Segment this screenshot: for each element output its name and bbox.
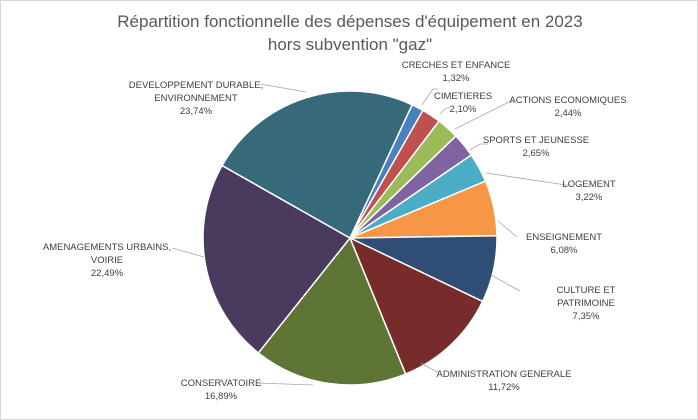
slice-value: 11,72%: [488, 382, 520, 393]
slice-value: 6,08%: [550, 245, 578, 256]
slice-name: CRECHES ET ENFANCE: [401, 60, 511, 71]
slice-value: 2,44%: [554, 108, 582, 119]
data-label: LOGEMENT 3,22%: [562, 178, 615, 204]
slice-value: 2,10%: [449, 104, 477, 115]
leader-line: [420, 362, 440, 374]
data-label: CULTURE ET PATRIMOINE 7,35%: [531, 284, 642, 323]
slice-value: 22,49%: [90, 268, 124, 279]
slice-name: ENSEIGNEMENT: [525, 232, 603, 243]
leader-line: [490, 274, 521, 292]
slice-name: ACTIONS ECONOMIQUES: [509, 95, 627, 106]
data-label: SPORTS ET JEUNESSE 2,65%: [483, 134, 589, 160]
data-label: ENSEIGNEMENT 6,08%: [526, 231, 602, 257]
leader-line: [469, 143, 488, 151]
slice-name: DEVELOPPEMENT DURABLE, ENVIRONNEMENT: [128, 80, 264, 104]
slice-value: 3,22%: [575, 192, 603, 203]
slice-name: SPORTS ET JEUNESSE: [482, 135, 590, 146]
data-label: DEVELOPPEMENT DURABLE, ENVIRONNEMENT 23,7…: [129, 79, 263, 118]
leader-line: [256, 382, 314, 386]
leader-line: [454, 101, 514, 130]
slice-value: 23,74%: [179, 106, 213, 117]
slice-value: 7,35%: [572, 311, 600, 322]
data-label: ACTIONS ECONOMIQUES 2,44%: [509, 94, 626, 120]
slice-name: AMENAGEMENTS URBAINS, VOIRIE: [42, 242, 172, 266]
pie-slice: [221, 90, 414, 240]
chart-subtitle: hors subvention "gaz": [267, 35, 433, 54]
pie-slice: [202, 164, 352, 354]
leader-line: [497, 220, 518, 238]
data-label: ADMINISTRATION GENERALE 11,72%: [437, 368, 572, 394]
leader-line: [421, 88, 438, 106]
data-label: CRECHES ET ENFANCE 1,32%: [402, 59, 511, 85]
pie-slice: [348, 236, 484, 376]
slice-name: CIMETIERES: [433, 91, 493, 102]
chart-title: Répartition fonctionnelle des dépenses d…: [117, 12, 583, 31]
pie-slice: [257, 236, 407, 386]
slice-name: ADMINISTRATION GENERALE: [436, 369, 572, 380]
leader-line: [171, 247, 205, 258]
data-label: AMENAGEMENTS URBAINS, VOIRIE 22,49%: [43, 241, 171, 280]
slice-name: CONSERVATOIRE: [180, 378, 262, 389]
slice-name: LOGEMENT: [562, 179, 616, 190]
leader-line: [485, 172, 571, 186]
slice-value: 2,65%: [522, 148, 550, 159]
slice-name: CULTURE ET PATRIMOINE: [556, 285, 616, 309]
slice-value: 16,89%: [204, 391, 238, 402]
data-label: CIMETIERES 2,10%: [434, 90, 492, 116]
slice-value: 1,32%: [442, 73, 470, 84]
leader-line: [259, 83, 307, 93]
leader-line: [439, 107, 450, 115]
data-label: CONSERVATOIRE 16,89%: [181, 377, 262, 403]
